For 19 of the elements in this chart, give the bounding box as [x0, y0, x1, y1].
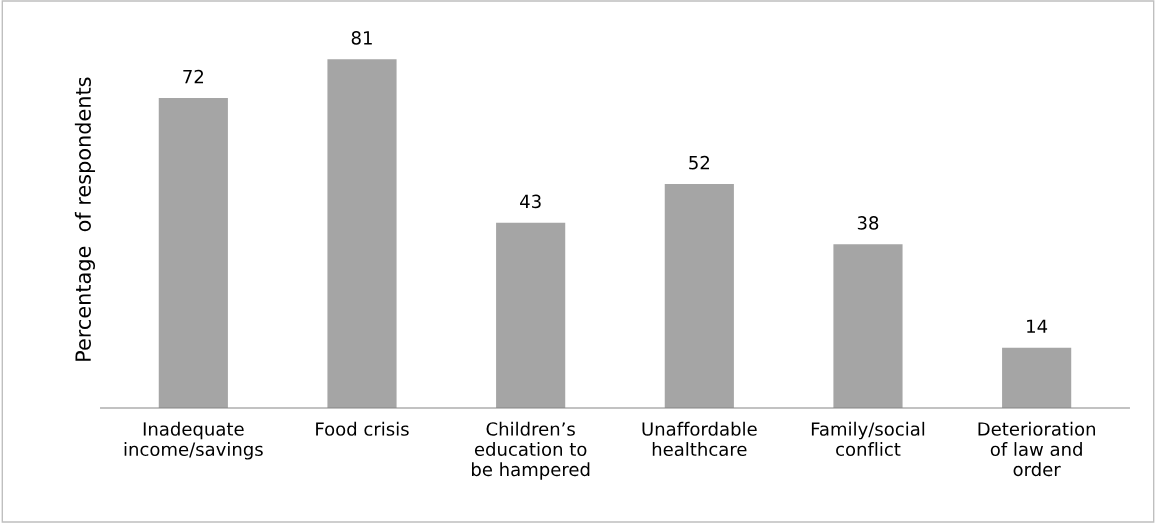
data-label: 72	[183, 69, 204, 84]
bar	[158, 98, 228, 408]
data-label: 81	[351, 31, 372, 45]
x-tick-label: Children’s education to be hampered	[472, 421, 590, 480]
x-tick-label: Unaffordable healthcare	[642, 421, 757, 457]
data-label: 43	[520, 194, 541, 209]
x-tick-label: Family/social conflict	[811, 421, 925, 457]
bar	[1002, 347, 1072, 408]
x-tick-label: Inadequate income/savings	[124, 421, 263, 460]
data-label: 14	[1027, 319, 1048, 333]
bar	[664, 184, 734, 408]
bar	[327, 59, 397, 408]
bar	[496, 222, 566, 408]
bar	[833, 244, 903, 408]
x-tick-label: Deterioration of law and order	[978, 421, 1095, 477]
data-label: 38	[857, 216, 879, 230]
data-label: 52	[689, 155, 709, 170]
x-tick-label: Food crisis	[316, 421, 409, 436]
y-axis-title: Percentage of respondents	[74, 77, 96, 361]
